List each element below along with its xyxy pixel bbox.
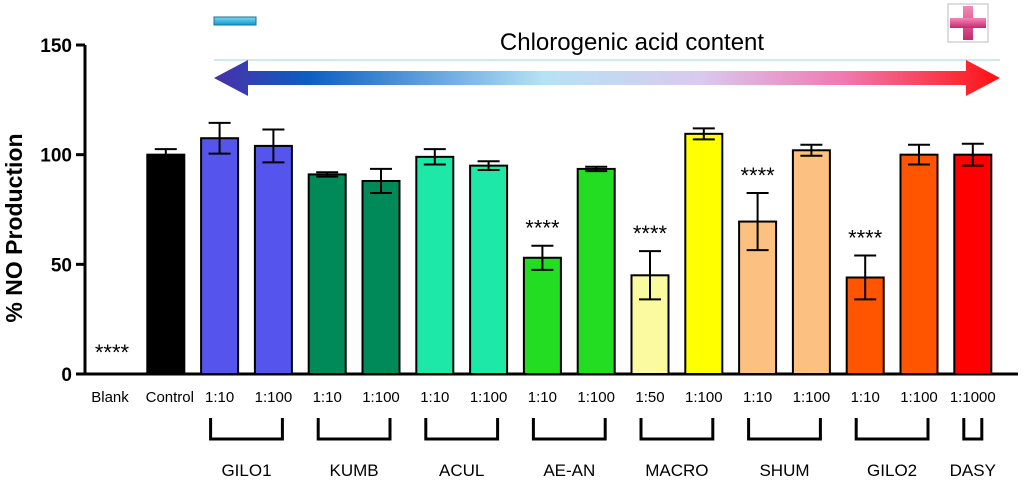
category-label: Control bbox=[146, 389, 194, 406]
category-label: 1:100 bbox=[685, 389, 723, 406]
significance-label: **** bbox=[95, 340, 130, 365]
y-ticks: 0 50 100 150 bbox=[40, 36, 85, 386]
y-tick-label: 100 bbox=[40, 146, 72, 167]
category-label: 1:100 bbox=[362, 389, 400, 406]
error-bar bbox=[477, 160, 500, 172]
error-bar bbox=[154, 148, 177, 162]
significance-label: **** bbox=[848, 226, 883, 251]
group-label: ACUL bbox=[439, 461, 484, 480]
category-labels: Blank Control 1:10 1:100 1:10 1:100 1:10 1:100 1… bbox=[91, 389, 996, 406]
significance-label: **** bbox=[633, 221, 668, 246]
error-bar bbox=[746, 192, 769, 252]
bar bbox=[146, 153, 186, 375]
category-label: 1:100 bbox=[577, 389, 615, 406]
error-bar bbox=[423, 148, 446, 166]
error-bar bbox=[262, 128, 285, 164]
category-label: 1:1000 bbox=[950, 389, 996, 406]
bar bbox=[522, 256, 562, 375]
error-bar bbox=[961, 142, 984, 167]
group-label: AE-AN bbox=[543, 461, 595, 480]
bar bbox=[953, 153, 993, 375]
group-label: DASY bbox=[950, 461, 996, 480]
category-label: 1:10 bbox=[420, 389, 449, 406]
category-label: 1:10 bbox=[528, 389, 557, 406]
group-bracket bbox=[962, 418, 984, 441]
error-bar bbox=[800, 143, 823, 157]
group-bracket bbox=[209, 418, 284, 441]
error-bar bbox=[208, 121, 231, 155]
bar bbox=[361, 179, 401, 375]
y-tick-label: 50 bbox=[51, 255, 72, 276]
group-label: KUMB bbox=[330, 461, 379, 480]
arrow-annotation: Chlorogenic acid content bbox=[500, 29, 764, 56]
error-bar bbox=[692, 127, 715, 141]
bar bbox=[253, 144, 293, 375]
category-label: 1:10 bbox=[743, 389, 772, 406]
category-label: 1:100 bbox=[470, 389, 508, 406]
group-bracket bbox=[639, 418, 715, 441]
group-bracket bbox=[316, 418, 392, 441]
group-label: MACRO bbox=[645, 461, 708, 480]
group-label: GILO1 bbox=[221, 461, 271, 480]
error-bar bbox=[531, 244, 554, 271]
category-label: Blank bbox=[91, 389, 129, 406]
group-brackets: GILO1 KUMB ACUL AE-AN MACRO SHUM GILO2 DASY bbox=[209, 418, 996, 480]
bar bbox=[899, 153, 939, 375]
category-label: 1:100 bbox=[793, 389, 831, 406]
category-label: 1:50 bbox=[635, 389, 664, 406]
bar bbox=[307, 173, 347, 375]
plus-icon bbox=[947, 3, 989, 43]
y-axis-label: % NO Production bbox=[1, 133, 27, 322]
group-bracket bbox=[531, 418, 607, 441]
bar bbox=[415, 155, 455, 375]
error-bar bbox=[639, 250, 661, 301]
minus-icon bbox=[213, 16, 257, 26]
group-label: GILO2 bbox=[867, 461, 917, 480]
category-label: 1:10 bbox=[313, 389, 342, 406]
error-bar bbox=[316, 171, 339, 178]
error-bar bbox=[585, 165, 608, 173]
group-label: SHUM bbox=[759, 461, 809, 480]
bar bbox=[738, 220, 778, 375]
category-label: 1:100 bbox=[255, 389, 293, 406]
category-label: 1:100 bbox=[900, 389, 938, 406]
error-bar bbox=[854, 254, 877, 301]
bar bbox=[684, 132, 724, 375]
y-tick-label: 0 bbox=[61, 365, 72, 386]
error-bar bbox=[908, 143, 930, 166]
bar bbox=[576, 167, 616, 375]
bars: **** **** **** **** **** bbox=[95, 121, 993, 376]
group-bracket bbox=[424, 418, 500, 441]
significance-label: **** bbox=[525, 216, 560, 241]
bar bbox=[791, 149, 831, 375]
category-label: 1:10 bbox=[851, 389, 880, 406]
group-bracket bbox=[854, 418, 930, 441]
bar bbox=[469, 164, 509, 375]
y-tick-label: 150 bbox=[40, 36, 72, 57]
category-label: 1:10 bbox=[205, 389, 234, 406]
chlorogenic-arrow bbox=[214, 59, 1000, 96]
bar bbox=[200, 137, 240, 375]
error-bar bbox=[370, 167, 392, 195]
group-bracket bbox=[747, 418, 822, 441]
significance-label: **** bbox=[740, 163, 775, 188]
